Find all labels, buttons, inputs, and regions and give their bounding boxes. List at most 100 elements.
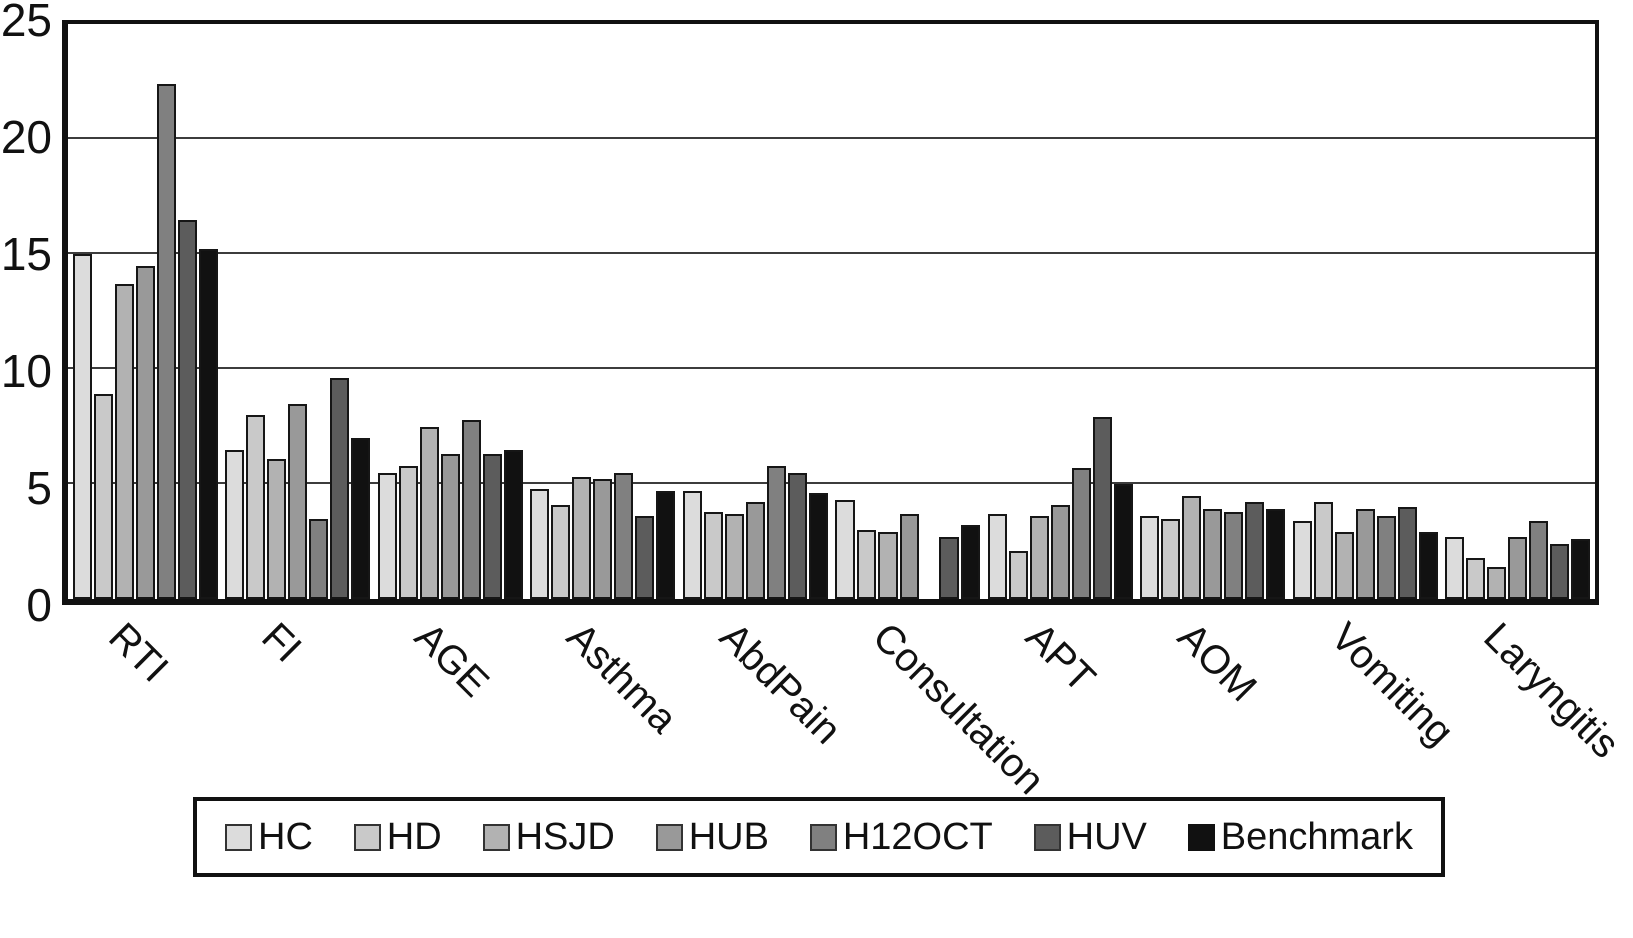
legend-item-huv: HUV [1033,816,1147,858]
bar-hc-apt [987,513,1007,599]
bar-hc-vomiting [1292,520,1312,599]
bar-hub-laryngitis [1508,536,1528,599]
bar-h12oct-age [461,419,481,599]
bar-hub-consultation [899,513,920,599]
bar-group-age [377,24,523,599]
bar-hd-apt [1008,550,1028,599]
legend-item-hc: HC [225,817,313,857]
y-tick-label-5: 5 [26,462,52,514]
bar-benchmark-apt [1113,484,1133,599]
legend-swatch-icon [1033,823,1061,851]
legend-swatch-icon [1187,823,1215,851]
legend-label: HUB [688,816,769,858]
bar-hd-asthma [551,504,571,599]
bar-huv-apt [1092,417,1112,599]
bar-group-apt [987,24,1133,599]
bar-hc-age [377,472,397,599]
bar-group-aom [1140,24,1286,599]
bar-h12oct-vomiting [1376,516,1396,599]
x-label-vomiting: Vomiting [1322,614,1462,755]
bar-hub-rti [135,265,155,599]
legend-swatch-icon [655,823,683,851]
bar-h12oct-fi [309,518,329,599]
bar-hsjd-apt [1029,516,1049,599]
gridline-15 [68,252,1595,254]
x-label-laryngitis: Laryngitis [1474,614,1628,767]
legend-item-hub: HUB [655,816,769,858]
bar-benchmark-laryngitis [1570,539,1590,599]
bar-hc-fi [225,449,245,599]
bar-huv-vomiting [1397,507,1417,599]
bar-benchmark-fi [351,438,371,599]
legend-label: HUV [1066,816,1147,858]
bar-group-laryngitis [1445,24,1590,599]
bar-group-fi [225,24,371,599]
y-tick-label-20: 20 [0,111,52,163]
legend-swatch-icon [353,823,381,851]
bar-hub-age [440,454,460,599]
bar-h12oct-rti [156,83,176,599]
x-label-fi: FI [253,614,310,671]
bar-group-consultation [835,24,981,599]
bar-group-asthma [530,24,676,599]
x-label-aom: AOM [1169,614,1266,711]
bar-h12oct-laryngitis [1529,520,1548,599]
legend: HC HD HSJD HUB H12OCT HUV Benchmark [193,797,1445,877]
legend-label: HD [386,816,442,858]
gridline-10 [68,367,1595,369]
bar-hc-aom [1140,516,1160,599]
gridline-5 [68,482,1595,484]
bar-hsjd-consultation [878,532,898,599]
bar-benchmark-abdpain [808,493,828,599]
legend-item-benchmark: Benchmark [1187,816,1413,858]
bar-hub-vomiting [1355,509,1375,599]
bar-hd-age [398,465,418,599]
legend-label: HC [258,816,313,858]
bar-hsjd-fi [267,458,287,599]
bar-benchmark-aom [1266,509,1286,599]
bar-group-rti [73,24,218,599]
bar-hd-abdpain [703,511,723,599]
legend-item-hd: HD [353,816,442,858]
bar-huv-age [482,454,502,599]
legend-swatch-icon [482,823,510,851]
x-label-apt: APT [1016,614,1103,701]
bar-benchmark-age [503,449,523,599]
bar-hd-vomiting [1313,502,1333,599]
bar-hsjd-abdpain [724,513,744,599]
bar-hub-abdpain [745,502,765,599]
bar-hd-laryngitis [1466,557,1486,599]
bar-huv-abdpain [787,472,807,599]
bar-huv-laryngitis [1550,543,1569,599]
bar-huv-aom [1245,502,1265,599]
bar-hd-aom [1161,518,1181,599]
bar-hub-fi [288,403,308,599]
legend-label: Benchmark [1220,816,1413,858]
gridline-20 [68,137,1595,139]
y-tick-label-0: 0 [26,579,52,631]
legend-label: HSJD [515,816,615,858]
bar-hc-asthma [530,488,550,599]
legend-swatch-icon [809,823,837,851]
bar-huv-rti [177,219,197,599]
bar-hsjd-laryngitis [1487,566,1507,599]
bar-h12oct-aom [1224,511,1244,599]
bar-hd-fi [246,415,266,599]
bar-h12oct-apt [1071,467,1091,599]
bar-hsjd-rti [114,283,134,599]
bar-h12oct-abdpain [766,465,786,599]
y-tick-label-10: 10 [0,345,52,397]
bar-huv-asthma [635,516,655,599]
bar-hc-laryngitis [1445,536,1465,599]
bar-hc-abdpain [682,490,702,599]
bar-hub-aom [1203,509,1223,599]
plot-area [62,20,1599,605]
bar-benchmark-asthma [656,490,676,599]
legend-swatch-icon [225,823,252,851]
legend-label: H12OCT [842,816,993,858]
bar-huv-consultation [939,536,959,599]
bar-benchmark-rti [198,249,218,599]
x-axis: RTI FI AGE Asthma AbdPain Consultation APT AOM V… [68,614,1627,816]
bar-hc-consultation [835,500,855,599]
bar-group-abdpain [682,24,828,599]
